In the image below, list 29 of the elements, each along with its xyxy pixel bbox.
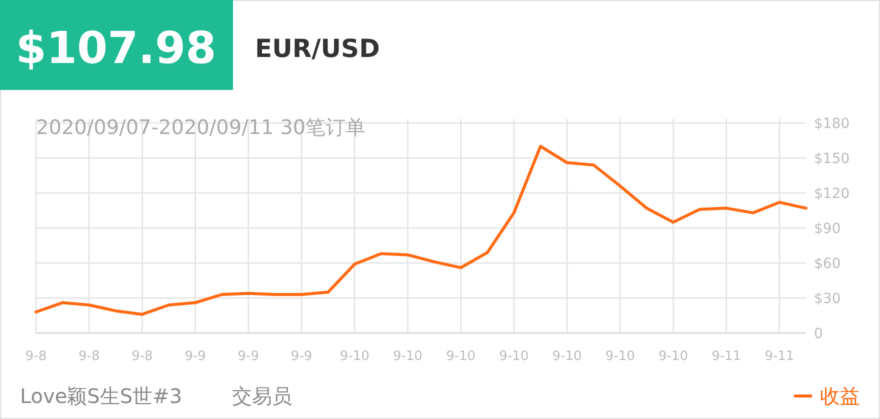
- y-tick-label: 0: [814, 326, 823, 342]
- text: $107.98: [16, 23, 216, 74]
- x-tick-label: 9-11: [712, 349, 742, 364]
- text: Love颖S生S世#3: [20, 384, 182, 408]
- x-tick-label: 9-10: [392, 349, 422, 364]
- chart-subtitle: 2020/09/07-2020/09/11 30笔订单: [36, 115, 366, 139]
- x-tick-label: 9-10: [340, 349, 370, 364]
- y-tick-label: $30: [814, 291, 841, 307]
- x-tick-label: 9-8: [25, 349, 47, 364]
- x-tick-label: 9-10: [499, 349, 529, 364]
- y-tick-label: $60: [814, 256, 841, 272]
- y-tick-label: $90: [814, 221, 841, 237]
- chart-title: EUR/USD: [255, 34, 380, 63]
- x-tick-label: 9-9: [184, 349, 206, 364]
- x-tick-label: 9-10: [446, 349, 476, 364]
- x-tick-label: 9-10: [552, 349, 582, 364]
- x-tick-label: 9-8: [132, 349, 153, 364]
- x-tick-label: 9-8: [78, 349, 100, 364]
- x-tick-label: 9-10: [605, 349, 635, 364]
- x-tick-label: 9-9: [238, 349, 260, 364]
- legend-label: 收益: [820, 384, 860, 408]
- y-tick-label: $120: [814, 186, 850, 202]
- text: 交易员: [232, 384, 292, 408]
- y-tick-label: $180: [814, 116, 850, 132]
- y-tick-label: $150: [814, 151, 850, 167]
- x-tick-label: 9-9: [290, 349, 312, 364]
- line-series: [34, 144, 808, 316]
- x-tick-label: 9-10: [658, 349, 688, 364]
- x-tick-label: 9-11: [764, 349, 794, 364]
